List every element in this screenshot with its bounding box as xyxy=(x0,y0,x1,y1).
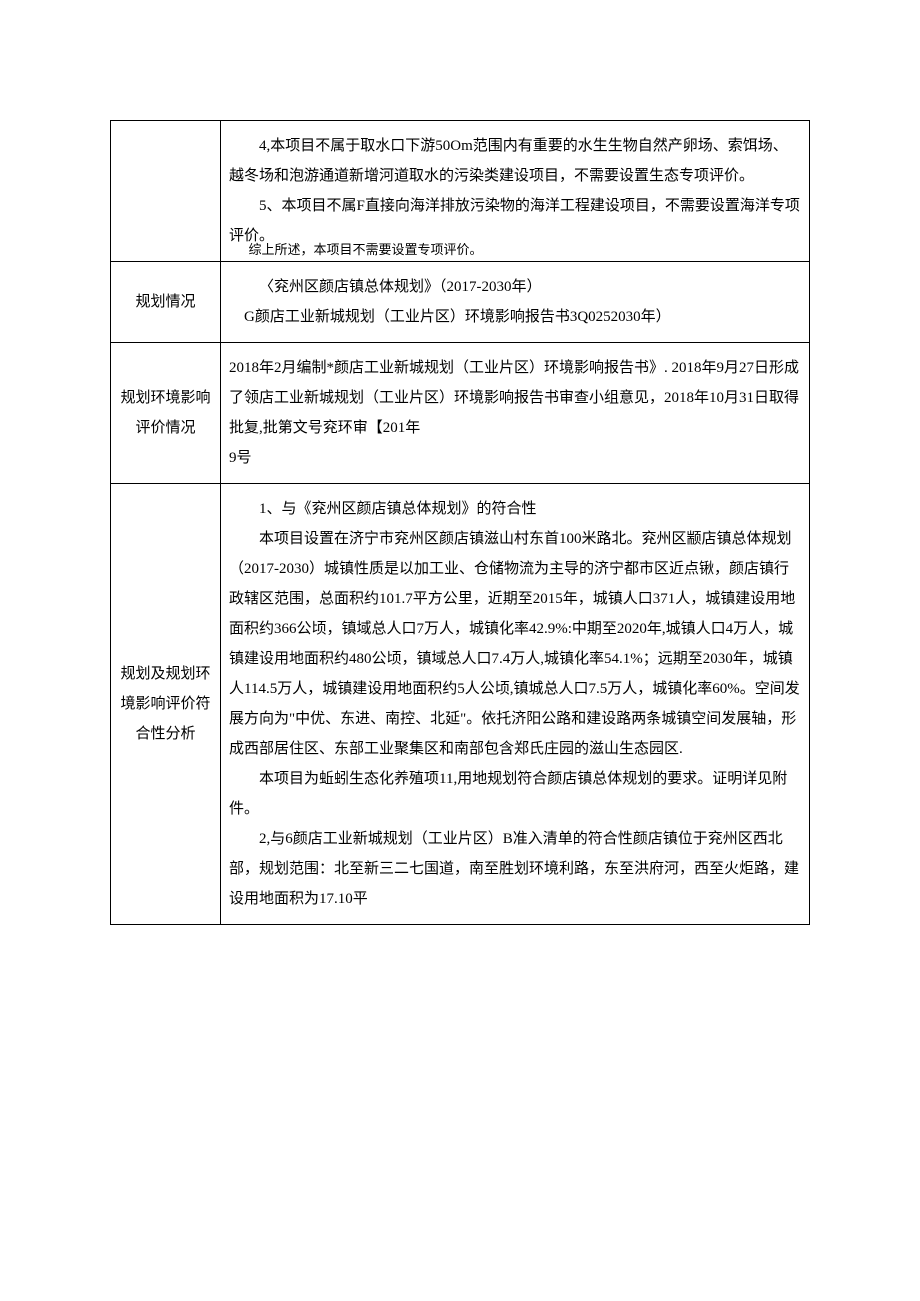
row4-label-cell: 规划及规划环境影响评价符合性分析 xyxy=(111,484,221,925)
row2-para2: G颜店工业新城规划（工业片区）环境影响报告书3Q0252030年） xyxy=(229,302,801,332)
document-page: 4,本项目不属于取水口下游50Om范围内有重要的水生生物自然产卵场、索饵场、越冬… xyxy=(0,0,920,985)
row4-para3: 本项目为蚯蚓生态化养殖项11,用地规划符合颜店镇总体规划的要求。证明详见附件。 xyxy=(229,764,801,824)
row1-label-cell xyxy=(111,121,221,262)
table-row: 规划及规划环境影响评价符合性分析 1、与《兖州区颜店镇总体规划》的符合性 本项目… xyxy=(111,484,810,925)
row3-content-cell: 2018年2月编制*颜店工业新城规划（工业片区）环境影响报告书》. 2018年9… xyxy=(221,343,810,484)
row2-label-cell: 规划情况 xyxy=(111,262,221,343)
row3-para1: 2018年2月编制*颜店工业新城规划（工业片区）环境影响报告书》. 2018年9… xyxy=(229,353,801,443)
row4-para1: 1、与《兖州区颜店镇总体规划》的符合性 xyxy=(229,494,801,524)
row2-para1: 〈兖州区颜店镇总体规划》（2017-2030年） xyxy=(229,272,801,302)
row4-para4: 2,与6颜店工业新城规划（工业片区）B准入清单的符合性颜店镇位于兖州区西北部，规… xyxy=(229,824,801,914)
table-row: 规划环境影响评价情况 2018年2月编制*颜店工业新城规划（工业片区）环境影响报… xyxy=(111,343,810,484)
row2-content-cell: 〈兖州区颜店镇总体规划》（2017-2030年） G颜店工业新城规划（工业片区）… xyxy=(221,262,810,343)
row1-content-cell: 4,本项目不属于取水口下游50Om范围内有重要的水生生物自然产卵场、索饵场、越冬… xyxy=(221,121,810,262)
row3-para2: 9号 xyxy=(229,443,801,473)
row3-label-cell: 规划环境影响评价情况 xyxy=(111,343,221,484)
table-row: 规划情况 〈兖州区颜店镇总体规划》（2017-2030年） G颜店工业新城规划（… xyxy=(111,262,810,343)
row4-para2: 本项目设置在济宁市兖州区颜店镇滋山村东首100米路北。兖州区颛店镇总体规划（20… xyxy=(229,524,801,764)
table-row: 4,本项目不属于取水口下游50Om范围内有重要的水生生物自然产卵场、索饵场、越冬… xyxy=(111,121,810,262)
planning-table: 4,本项目不属于取水口下游50Om范围内有重要的水生生物自然产卵场、索饵场、越冬… xyxy=(110,120,810,925)
row4-content-cell: 1、与《兖州区颜店镇总体规划》的符合性 本项目设置在济宁市兖州区颜店镇滋山村东首… xyxy=(221,484,810,925)
row1-para3-overlay: 综上所述，本项目不需要设置专项评价。 xyxy=(249,237,483,263)
row1-para1: 4,本项目不属于取水口下游50Om范围内有重要的水生生物自然产卵场、索饵场、越冬… xyxy=(229,131,801,191)
